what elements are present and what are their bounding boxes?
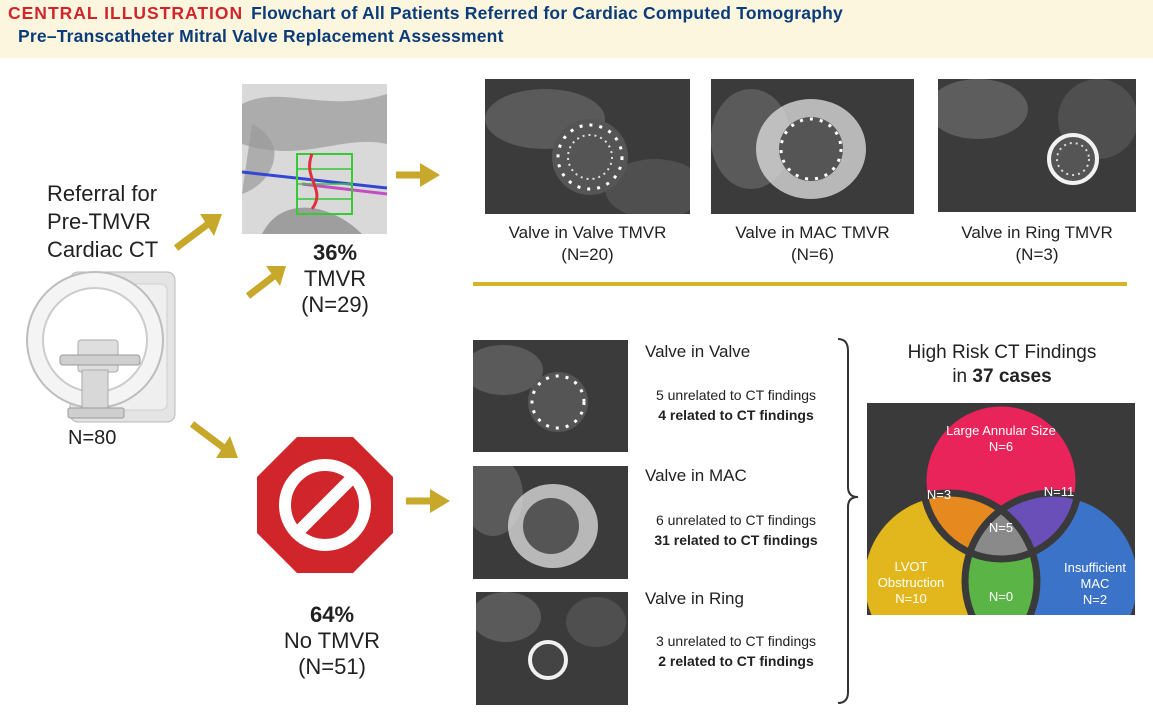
venn-insufficient-count: N=2	[1082, 592, 1108, 607]
ct-image-no-tmvr-valve-in-valve	[473, 340, 628, 452]
no-tmvr-case-title: Valve in MAC	[645, 466, 747, 485]
tmvr-case-valve-in-mac: Valve in MAC TMVR (N=6)	[711, 222, 914, 266]
referral-count: N=80	[68, 427, 117, 449]
venn-large-annular-label: Large Annular Size	[946, 423, 1056, 438]
venn-overlap-large-insufficient: N=11	[1043, 484, 1075, 499]
no-tmvr-count: (N=51)	[298, 654, 366, 679]
ct-image-valve-in-ring-tmvr	[938, 79, 1136, 212]
referral-line1: Referral for	[47, 181, 158, 206]
venn-insufficient-label1: Insufficient	[1064, 560, 1126, 575]
curly-brace-icon	[837, 338, 859, 704]
tmvr-case-count: (N=3)	[1015, 245, 1059, 264]
risk-subtitle: in 37 cases	[868, 365, 1136, 389]
ct-image-no-tmvr-valve-in-ring	[476, 592, 628, 705]
venn-overlap-all: N=5	[988, 520, 1014, 535]
tmvr-case-valve-in-valve: Valve in Valve TMVR (N=20)	[485, 222, 690, 266]
arrow-to-no-tmvr-cases-icon	[406, 489, 450, 513]
header-title-line2: Pre–Transcatheter Mitral Valve Replaceme…	[18, 26, 504, 46]
tmvr-label-block: 36% TMVR (N=29)	[280, 240, 390, 318]
header-title-line1: Flowchart of All Patients Referred for C…	[251, 3, 843, 23]
venn-insufficient-label2: MAC	[1080, 576, 1110, 591]
arrow-referral-to-tmvr-icon	[173, 214, 222, 251]
no-tmvr-label: No TMVR	[283, 628, 381, 653]
no-tmvr-related: 2 related to CT findings	[658, 653, 814, 669]
section-divider	[473, 282, 1127, 286]
ct-image-no-tmvr-valve-in-mac	[473, 466, 628, 579]
header-banner: CENTRAL ILLUSTRATION Flowchart of All Pat…	[0, 0, 1153, 58]
risk-title-block: High Risk CT Findings in 37 cases	[868, 341, 1136, 389]
venn-lvot-text: LVOT Obstruction N=10	[871, 559, 951, 607]
risk-subtitle-prefix: in	[952, 366, 973, 387]
venn-diagram: Large Annular Size N=6 N=3 N=11 N=5 LVOT…	[867, 403, 1135, 615]
no-tmvr-unrelated: 3 unrelated to CT findings	[655, 633, 817, 649]
central-illustration-label: CENTRAL ILLUSTRATION	[8, 3, 244, 23]
venn-lvot-count: N=10	[895, 591, 927, 606]
tmvr-case-label: Valve in Ring TMVR	[961, 223, 1113, 242]
tmvr-case-label: Valve in MAC TMVR	[735, 223, 890, 242]
no-tmvr-case-details: 5 unrelated to CT findings 4 related to …	[630, 385, 842, 425]
header-line1: CENTRAL ILLUSTRATION Flowchart of All Pat…	[8, 3, 843, 24]
venn-lvot-label1: LVOT	[894, 559, 928, 574]
venn-insufficient-text: Insufficient MAC N=2	[1055, 560, 1135, 608]
venn-overlap-large-lvot: N=3	[926, 487, 952, 502]
risk-subtitle-count: 37 cases	[972, 366, 1052, 387]
venn-large-annular-text: Large Annular Size N=6	[921, 423, 1081, 455]
no-tmvr-unrelated: 6 unrelated to CT findings	[655, 512, 817, 528]
no-tmvr-case-details: 6 unrelated to CT findings 31 related to…	[630, 510, 842, 550]
arrow-referral-to-no-tmvr-icon	[189, 421, 238, 458]
arrow-to-tmvr-cases-icon	[396, 163, 440, 187]
no-tmvr-unrelated: 5 unrelated to CT findings	[655, 387, 817, 403]
tmvr-label: TMVR	[303, 266, 367, 291]
risk-title: High Risk CT Findings	[907, 342, 1097, 363]
no-tmvr-percent: 64%	[309, 602, 355, 627]
no-tmvr-related: 4 related to CT findings	[658, 407, 814, 423]
referral-text: Referral for Pre-TMVR Cardiac CT	[47, 180, 158, 264]
tmvr-count: (N=29)	[301, 292, 369, 317]
no-tmvr-case-title: Valve in Valve	[645, 342, 751, 361]
no-tmvr-case-title: Valve in Ring	[645, 589, 744, 608]
tmvr-case-count: (N=20)	[561, 245, 614, 264]
ct-scanner-illustration	[26, 271, 176, 423]
venn-overlap-lvot-insufficient: N=0	[988, 589, 1014, 604]
ct-image-valve-in-valve-tmvr	[485, 79, 690, 214]
venn-large-annular-count: N=6	[988, 439, 1014, 454]
tmvr-case-valve-in-ring: Valve in Ring TMVR (N=3)	[938, 222, 1136, 266]
no-tmvr-case-details: 3 unrelated to CT findings 2 related to …	[630, 631, 842, 671]
stop-sign-icon	[257, 437, 393, 573]
no-tmvr-label-block: 64% No TMVR (N=51)	[264, 602, 400, 680]
tmvr-case-label: Valve in Valve TMVR	[508, 223, 667, 242]
ct-image-valve-in-mac-tmvr	[711, 79, 914, 214]
no-tmvr-related: 31 related to CT findings	[654, 532, 818, 548]
venn-lvot-label2: Obstruction	[877, 575, 945, 590]
tmvr-percent: 36%	[312, 240, 358, 265]
tmvr-case-count: (N=6)	[791, 245, 834, 264]
arrow-to-tmvr-label-icon	[245, 266, 286, 299]
referral-line2: Pre-TMVR	[47, 209, 151, 234]
tmvr-fluoroscopy-image	[242, 84, 387, 234]
referral-line3: Cardiac CT	[47, 237, 159, 262]
